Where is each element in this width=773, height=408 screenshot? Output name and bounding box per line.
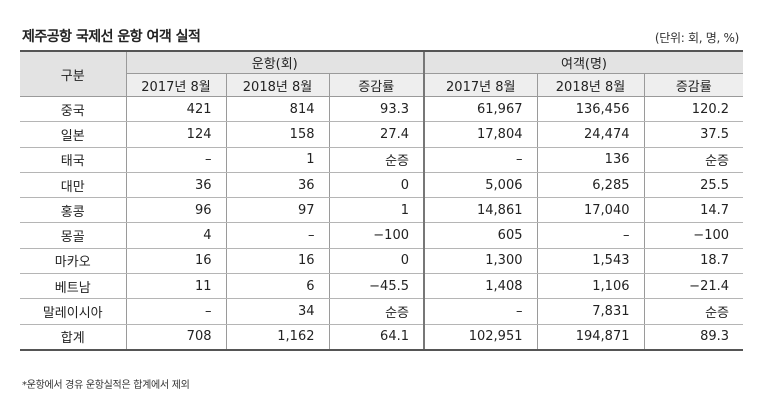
row-category: 중국 [20,96,126,123]
row-category: 말레이시아 [20,298,126,325]
header-row-sub: 2017년 8월 2018년 8월 증감률 2017년 8월 2018년 8월 … [20,73,744,97]
cell-flights-rate: 1 [328,197,424,224]
cell-passengers-2018: 17,040 [536,197,644,224]
header-passengers-rate: 증감률 [643,73,744,97]
cell-passengers-rate: 37.5 [643,121,744,148]
cell-passengers-2018: 194,871 [536,323,644,351]
cell-passengers-2017: 14,861 [423,197,537,224]
cell-flights-2018: 1,162 [225,323,329,351]
cell-flights-2018: 814 [225,96,329,123]
header-passengers-2018: 2018년 8월 [536,73,644,97]
header-flights-2017: 2017년 8월 [125,73,226,97]
cell-passengers-2018: 7,831 [536,298,644,325]
cell-passengers-2017: 102,951 [423,323,537,351]
cell-flights-2017: – [125,147,226,173]
row-category: 태국 [20,147,126,173]
cell-passengers-rate: 18.7 [643,248,744,275]
table-body: 중국 421 814 93.3 61,967 136,456 120.2 일본 124 158 27… [20,96,744,351]
cell-flights-rate: −45.5 [328,273,424,300]
cell-passengers-2018: – [536,222,644,249]
cell-flights-2018: 36 [225,172,329,199]
cell-flights-rate: −100 [328,222,424,249]
cell-flights-rate: 64.1 [328,323,424,351]
cell-passengers-2017: 605 [423,222,537,249]
row-category: 마카오 [20,248,126,275]
cell-passengers-2017: 1,300 [423,248,537,275]
cell-flights-2017: 36 [125,172,226,199]
cell-flights-2017: 96 [125,197,226,224]
cell-passengers-2017: 1,408 [423,273,537,300]
cell-passengers-rate: 순증 [643,298,744,325]
row-category: 대만 [20,172,126,199]
table-row: 일본 124 158 27.4 17,804 24,474 37.5 [20,121,744,148]
cell-passengers-rate: 순증 [643,147,744,173]
cell-passengers-2017: 61,967 [423,96,537,123]
cell-passengers-2017: 5,006 [423,172,537,199]
cell-flights-rate: 93.3 [328,96,424,123]
row-category: 일본 [20,121,126,148]
cell-flights-2018: 97 [225,197,329,224]
row-category: 몽골 [20,222,126,249]
table-row: 홍콩 96 97 1 14,861 17,040 14.7 [20,197,744,224]
unit-label: (단위: 회, 명, %) [654,31,739,45]
cell-flights-rate: 0 [328,248,424,275]
cell-flights-2017: – [125,298,226,325]
cell-flights-2017: 124 [125,121,226,148]
cell-flights-2018: 16 [225,248,329,275]
cell-passengers-2017: – [423,298,537,325]
row-category: 베트남 [20,273,126,300]
cell-flights-rate: 27.4 [328,121,424,148]
table-row: 말레이시아 –34 순증 –7,831 순증 [20,298,744,325]
cell-passengers-rate: 14.7 [643,197,744,224]
table-row: 마카오 16 16 0 1,300 1,543 18.7 [20,248,744,275]
cell-flights-2018: 6 [225,273,329,300]
cell-passengers-2017: 17,804 [423,121,537,148]
cell-passengers-2018: 1,106 [536,273,644,300]
header-flights-2018: 2018년 8월 [225,73,329,97]
cell-passengers-rate: −21.4 [643,273,744,300]
cell-passengers-2017: – [423,147,537,173]
header-row-groups: 구분 운항(회) 여객(명) [20,50,744,97]
row-category: 홍콩 [20,197,126,224]
cell-passengers-rate: 89.3 [643,323,744,351]
page-title: 제주공항 국제선 운항 여객 실적 [22,29,201,45]
cell-flights-2017: 708 [125,323,226,351]
table-row: 합계 708 1,162 64.1 102,951 194,871 89.3 [20,323,744,351]
cell-flights-rate: 순증 [328,298,424,325]
cell-flights-2018: – [225,222,329,249]
table-row: 대만 36 36 0 5,006 6,285 25.5 [20,172,744,199]
cell-flights-2017: 16 [125,248,226,275]
cell-flights-2018: 1 [225,147,329,173]
table-row: 베트남 11 6 −45.5 1,408 1,106 −21.4 [20,273,744,300]
cell-flights-2017: 421 [125,96,226,123]
statistics-table: 구분 운항(회) 여객(명) 2017년 8월 2018년 8월 증감률 201… [20,50,744,351]
header-group-passengers: 여객(명) [422,50,744,74]
header-group-flights: 운항(회) [125,50,424,74]
cell-passengers-rate: −100 [643,222,744,249]
row-category: 합계 [20,323,126,351]
cell-passengers-2018: 1,543 [536,248,644,275]
cell-passengers-2018: 24,474 [536,121,644,148]
cell-flights-rate: 순증 [328,147,424,173]
cell-flights-2017: 11 [125,273,226,300]
table-row: 몽골 4– −100 605– −100 [20,222,744,249]
header-flights-rate: 증감률 [328,73,424,97]
cell-flights-2017: 4 [125,222,226,249]
table-row: 태국 –1 순증 –136 순증 [20,147,744,173]
cell-passengers-2018: 136 [536,147,644,173]
header-category: 구분 [20,50,126,97]
cell-flights-2018: 34 [225,298,329,325]
cell-passengers-rate: 120.2 [643,96,744,123]
header-passengers-2017: 2017년 8월 [423,73,537,97]
cell-flights-2018: 158 [225,121,329,148]
table-row: 중국 421 814 93.3 61,967 136,456 120.2 [20,96,744,123]
cell-flights-rate: 0 [328,172,424,199]
cell-passengers-2018: 136,456 [536,96,644,123]
cell-passengers-rate: 25.5 [643,172,744,199]
footnote: *운항에서 경유 운항실적은 합계에서 제외 [22,380,190,391]
cell-passengers-2018: 6,285 [536,172,644,199]
